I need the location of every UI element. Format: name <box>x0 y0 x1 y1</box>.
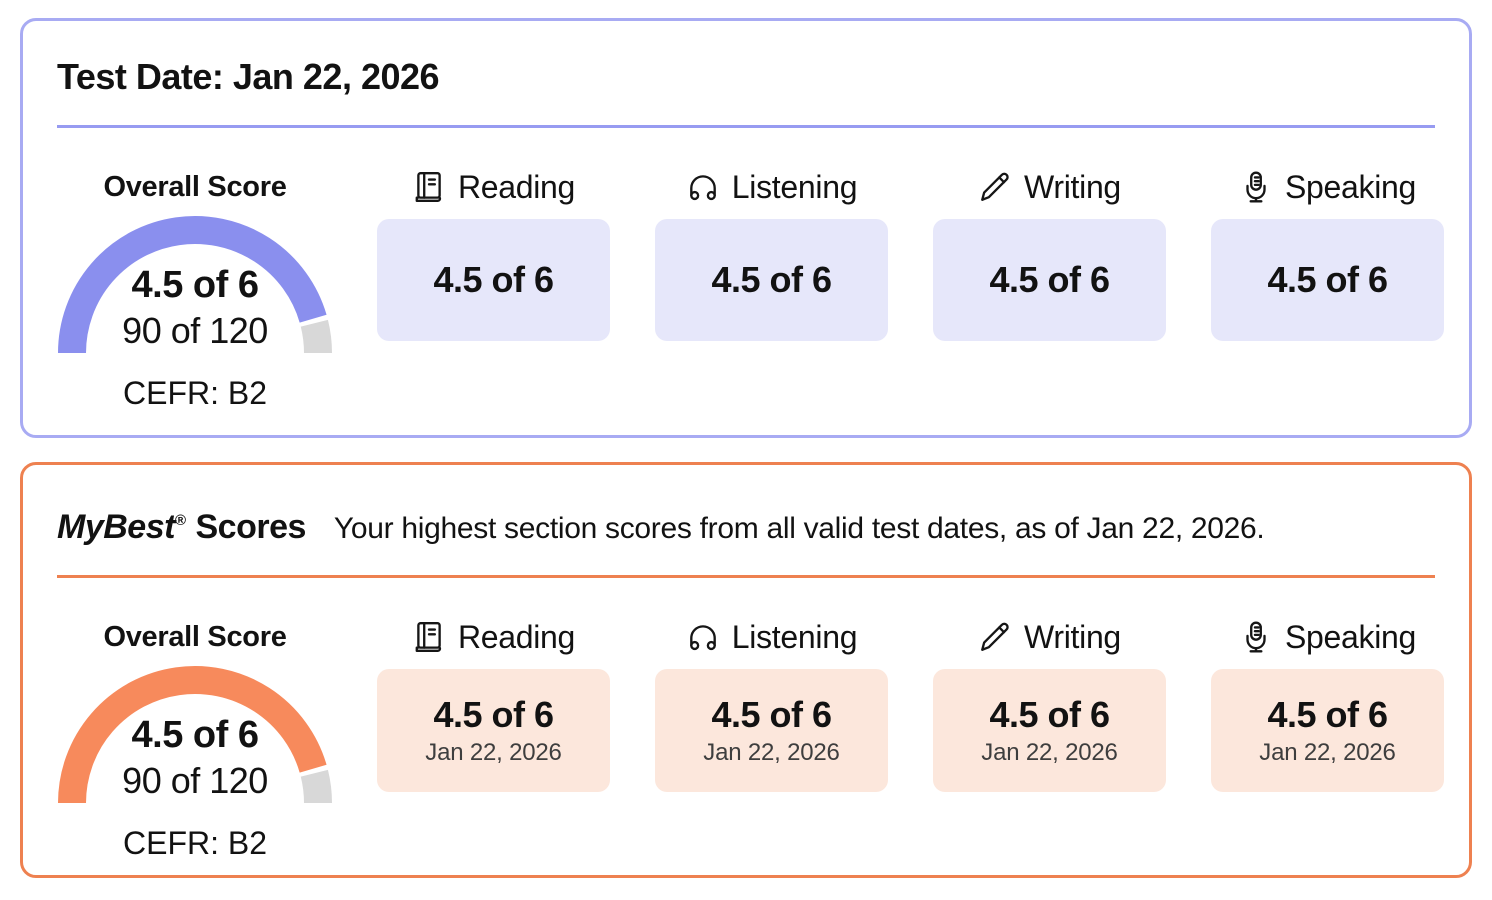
pencil-icon <box>978 170 1012 204</box>
registered-mark: ® <box>174 512 186 529</box>
mybest-title-row: MyBest® Scores Your highest section score… <box>57 499 1435 549</box>
section-reading: Reading 4.5 of 6 Jan 22, 2026 <box>377 619 610 863</box>
gauge-text: 4.5 of 6 90 of 120 <box>57 213 333 357</box>
section-label: Reading <box>457 169 576 205</box>
pencil-icon <box>978 620 1012 654</box>
microphone-icon <box>1239 170 1273 204</box>
section-label: Listening <box>731 619 858 655</box>
section-score: 4.5 of 6 <box>433 259 554 300</box>
book-icon <box>412 170 446 204</box>
section-writing-header: Writing <box>933 619 1166 655</box>
headphones-icon <box>686 170 720 204</box>
scores-row: Overall Score 4.5 of 6 90 of 120 CEFR: B… <box>57 169 1444 413</box>
section-label: Listening <box>731 169 858 205</box>
gauge-text: 4.5 of 6 90 of 120 <box>57 663 333 807</box>
section-score-date: Jan 22, 2026 <box>1259 739 1396 766</box>
section-score-box: 4.5 of 6 <box>933 219 1166 341</box>
mybest-brand: MyBest <box>57 508 175 546</box>
section-score: 4.5 of 6 <box>1267 694 1388 735</box>
test-date-card: Test Date: Jan 22, 2026 Overall Score 4.… <box>20 18 1472 438</box>
cefr-level: CEFR: B2 <box>122 825 268 861</box>
overall-score-column: Overall Score 4.5 of 6 90 of 120 CEFR: B… <box>57 169 333 413</box>
overall-score-label: Overall Score <box>103 171 287 203</box>
overall-points-value: 90 of 120 <box>122 760 268 801</box>
section-score: 4.5 of 6 <box>433 694 554 735</box>
section-score-box: 4.5 of 6 <box>377 219 610 341</box>
section-score: 4.5 of 6 <box>711 694 832 735</box>
section-score-date: Jan 22, 2026 <box>981 739 1118 766</box>
section-label: Writing <box>1024 619 1121 655</box>
section-listening-header: Listening <box>655 619 888 655</box>
section-listening-header: Listening <box>655 169 888 205</box>
section-reading-header: Reading <box>377 169 610 205</box>
test-date-title: Test Date: Jan 22, 2026 <box>57 56 440 97</box>
section-speaking-header: Speaking <box>1211 169 1444 205</box>
section-score-box: 4.5 of 6 Jan 22, 2026 <box>655 669 888 792</box>
card-divider <box>57 575 1435 578</box>
overall-score-label: Overall Score <box>103 621 287 653</box>
section-label: Reading <box>457 619 576 655</box>
headphones-icon <box>686 620 720 654</box>
section-score: 4.5 of 6 <box>989 259 1110 300</box>
card-divider <box>57 125 1435 128</box>
section-label: Speaking <box>1284 619 1417 655</box>
section-score-box: 4.5 of 6 <box>655 219 888 341</box>
gauge-remainder-arc <box>300 319 333 354</box>
section-score-date: Jan 22, 2026 <box>703 739 840 766</box>
section-score: 4.5 of 6 <box>1267 259 1388 300</box>
cefr-level: CEFR: B2 <box>122 375 268 411</box>
gauge-arc <box>58 666 333 804</box>
section-label: Speaking <box>1284 169 1417 205</box>
section-score-box: 4.5 of 6 Jan 22, 2026 <box>377 669 610 792</box>
gauge-remainder-arc <box>300 769 333 804</box>
mybest-scores-card: MyBest® Scores Your highest section score… <box>20 462 1472 878</box>
section-score-box: 4.5 of 6 Jan 22, 2026 <box>1211 669 1444 792</box>
section-writing: Writing 4.5 of 6 <box>933 169 1166 413</box>
section-writing-header: Writing <box>933 169 1166 205</box>
section-score-box: 4.5 of 6 Jan 22, 2026 <box>933 669 1166 792</box>
gauge-fill-arc <box>58 216 327 354</box>
section-score: 4.5 of 6 <box>711 259 832 300</box>
section-speaking: Speaking 4.5 of 6 <box>1211 169 1444 413</box>
section-reading: Reading 4.5 of 6 <box>377 169 610 413</box>
book-icon <box>412 620 446 654</box>
overall-score-gauge: 4.5 of 6 90 of 120 <box>57 663 333 807</box>
mybest-scores-word: Scores <box>195 508 307 546</box>
mybest-subtitle: Your highest section scores from all val… <box>333 512 1265 545</box>
mybest-title: MyBest® Scores <box>57 499 306 549</box>
section-listening: Listening 4.5 of 6 <box>655 169 888 413</box>
section-label: Writing <box>1024 169 1121 205</box>
section-speaking-header: Speaking <box>1211 619 1444 655</box>
overall-score-gauge: 4.5 of 6 90 of 120 <box>57 213 333 357</box>
section-reading-header: Reading <box>377 619 610 655</box>
overall-points-value: 90 of 120 <box>122 310 268 351</box>
section-listening: Listening 4.5 of 6 Jan 22, 2026 <box>655 619 888 863</box>
gauge-arc <box>58 216 333 354</box>
overall-score-value: 4.5 of 6 <box>131 714 259 756</box>
overall-score-value: 4.5 of 6 <box>131 264 259 306</box>
section-score-box: 4.5 of 6 <box>1211 219 1444 341</box>
section-writing: Writing 4.5 of 6 Jan 22, 2026 <box>933 619 1166 863</box>
section-score-date: Jan 22, 2026 <box>425 739 562 766</box>
section-speaking: Speaking 4.5 of 6 Jan 22, 2026 <box>1211 619 1444 863</box>
overall-score-column: Overall Score 4.5 of 6 90 of 120 CEFR: B… <box>57 619 333 863</box>
scores-row: Overall Score 4.5 of 6 90 of 120 CEFR: B… <box>57 619 1444 863</box>
section-score: 4.5 of 6 <box>989 694 1110 735</box>
gauge-fill-arc <box>58 666 327 804</box>
microphone-icon <box>1239 620 1273 654</box>
